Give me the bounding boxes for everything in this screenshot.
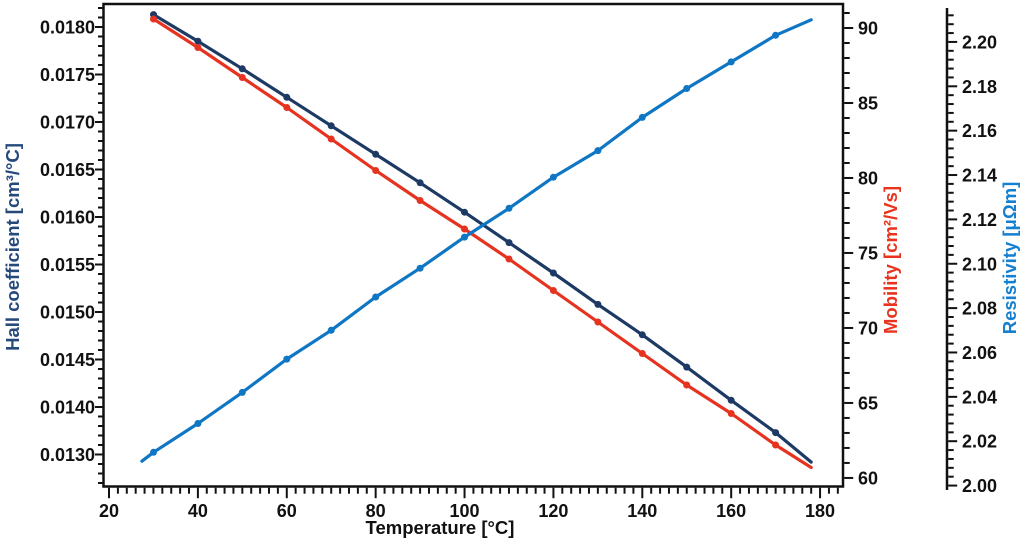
tick-label: 180 — [805, 501, 835, 521]
resistivity-marker — [372, 293, 380, 301]
resistivity-axis-title: Resistivity [μΩm] — [999, 182, 1020, 335]
resistivity-marker — [283, 355, 291, 363]
mobility-marker — [283, 104, 291, 111]
series-layer — [140, 11, 813, 470]
tick-label: 2.00 — [962, 476, 997, 496]
tick-label: 60 — [858, 468, 878, 488]
tick-label: 75 — [858, 243, 878, 263]
tick-label: 0.0155 — [40, 255, 95, 275]
resistivity-marker — [549, 173, 557, 181]
hall-marker — [505, 239, 513, 247]
mobility-marker — [238, 74, 246, 81]
resistivity-marker — [638, 113, 646, 121]
hall-line — [151, 13, 813, 464]
hall-marker — [461, 208, 468, 216]
tick-label: 0.0140 — [40, 397, 95, 417]
tick-label: 80 — [366, 501, 386, 521]
hall-marker — [594, 300, 602, 308]
axes-layer: 20 40 60 80 100 120 140 160 180 0.0180 0.0175 0.017… — [40, 2, 997, 521]
resistivity-marker — [505, 204, 513, 212]
tick-label: 2.08 — [962, 299, 997, 319]
resistivity-marker — [683, 85, 691, 92]
tick-label: 20 — [99, 501, 119, 521]
resistivity-marker — [194, 420, 202, 427]
hall-marker — [549, 269, 557, 277]
tick-label: 80 — [858, 168, 878, 188]
tick-label: 0.0145 — [40, 350, 95, 370]
mobility-axis-title: Mobility [cm²/Vs] — [880, 186, 901, 334]
resistivity-marker — [327, 326, 335, 334]
resistivity-marker — [772, 31, 780, 39]
tick-label: 0.0175 — [40, 65, 95, 85]
tick-label: 0.0130 — [40, 445, 95, 465]
tick-label: 60 — [277, 501, 297, 521]
tick-label: 140 — [627, 501, 657, 521]
hall-marker — [683, 363, 691, 371]
hall-marker — [772, 429, 780, 437]
plot-frame — [102, 2, 845, 488]
tick-label: 0.0165 — [40, 160, 95, 180]
tick-label: 40 — [188, 501, 208, 521]
tick-label: 160 — [716, 501, 746, 521]
mobility-marker — [372, 167, 380, 174]
hall-marker — [238, 65, 246, 73]
mobility-marker — [727, 410, 735, 417]
tick-label: 65 — [858, 393, 878, 413]
mobility-marker — [683, 381, 691, 389]
mobility-marker — [150, 15, 157, 23]
hall-marker — [283, 93, 291, 101]
series-resistivity — [140, 18, 813, 463]
tick-label: 2.20 — [962, 32, 997, 52]
x-axis: 20 40 60 80 100 120 140 160 180 — [99, 487, 839, 521]
mobility-marker — [638, 350, 646, 357]
tick-label: 0.0170 — [40, 112, 95, 132]
series-hall — [150, 11, 813, 464]
mobility-line — [151, 17, 813, 470]
mobility-marker — [505, 255, 513, 263]
resistivity-marker — [461, 233, 468, 241]
hall-marker — [327, 122, 335, 130]
resistivity-marker — [238, 388, 246, 396]
resistivity-marker — [416, 264, 424, 272]
tick-label: 0.0160 — [40, 207, 95, 227]
tick-label: 2.16 — [962, 121, 997, 141]
mobility-marker — [327, 135, 335, 143]
mobility-marker — [549, 287, 557, 294]
tick-label: 0.0150 — [40, 302, 95, 322]
mobility-marker — [594, 318, 602, 326]
mobility-marker — [194, 44, 202, 51]
hall-marker — [372, 150, 380, 158]
tick-label: 90 — [858, 18, 878, 38]
hall-marker — [638, 331, 646, 339]
tick-label: 2.02 — [962, 432, 997, 452]
tick-label: 100 — [450, 501, 480, 521]
mobility-marker — [772, 441, 780, 449]
series-mobility — [150, 15, 813, 470]
hall-marker — [194, 37, 202, 45]
tick-label: 0.0180 — [40, 17, 95, 37]
tick-label: 70 — [858, 318, 878, 338]
tick-label: 2.10 — [962, 254, 997, 274]
resistivity-axis: 2.20 2.18 2.16 2.14 2.12 2.10 2.08 2.06 2.04 2.02… — [948, 14, 997, 496]
hall-marker — [416, 179, 424, 187]
hall-marker — [727, 396, 735, 404]
hall-axis: 0.0180 0.0175 0.0170 0.0165 0.0160 0.0155 0.01… — [40, 6, 103, 484]
tick-label: 85 — [858, 93, 878, 113]
mobility-marker — [416, 197, 424, 204]
tick-label: 2.18 — [962, 77, 997, 97]
resistivity-marker — [594, 147, 602, 155]
hall-axis-title: Hall coefficient [cm³/°C] — [2, 143, 23, 351]
tick-label: 2.06 — [962, 343, 997, 363]
tick-label: 120 — [538, 501, 568, 521]
tick-label: 2.12 — [962, 210, 997, 230]
resistivity-marker — [150, 448, 157, 456]
x-axis-title: Temperature [°C] — [366, 517, 515, 538]
resistivity-marker — [727, 58, 735, 66]
tick-label: 2.04 — [962, 387, 997, 407]
mobility-marker — [461, 225, 468, 233]
tick-label: 2.14 — [962, 166, 997, 186]
mobility-axis: 90 85 80 75 70 65 60 — [844, 11, 878, 488]
